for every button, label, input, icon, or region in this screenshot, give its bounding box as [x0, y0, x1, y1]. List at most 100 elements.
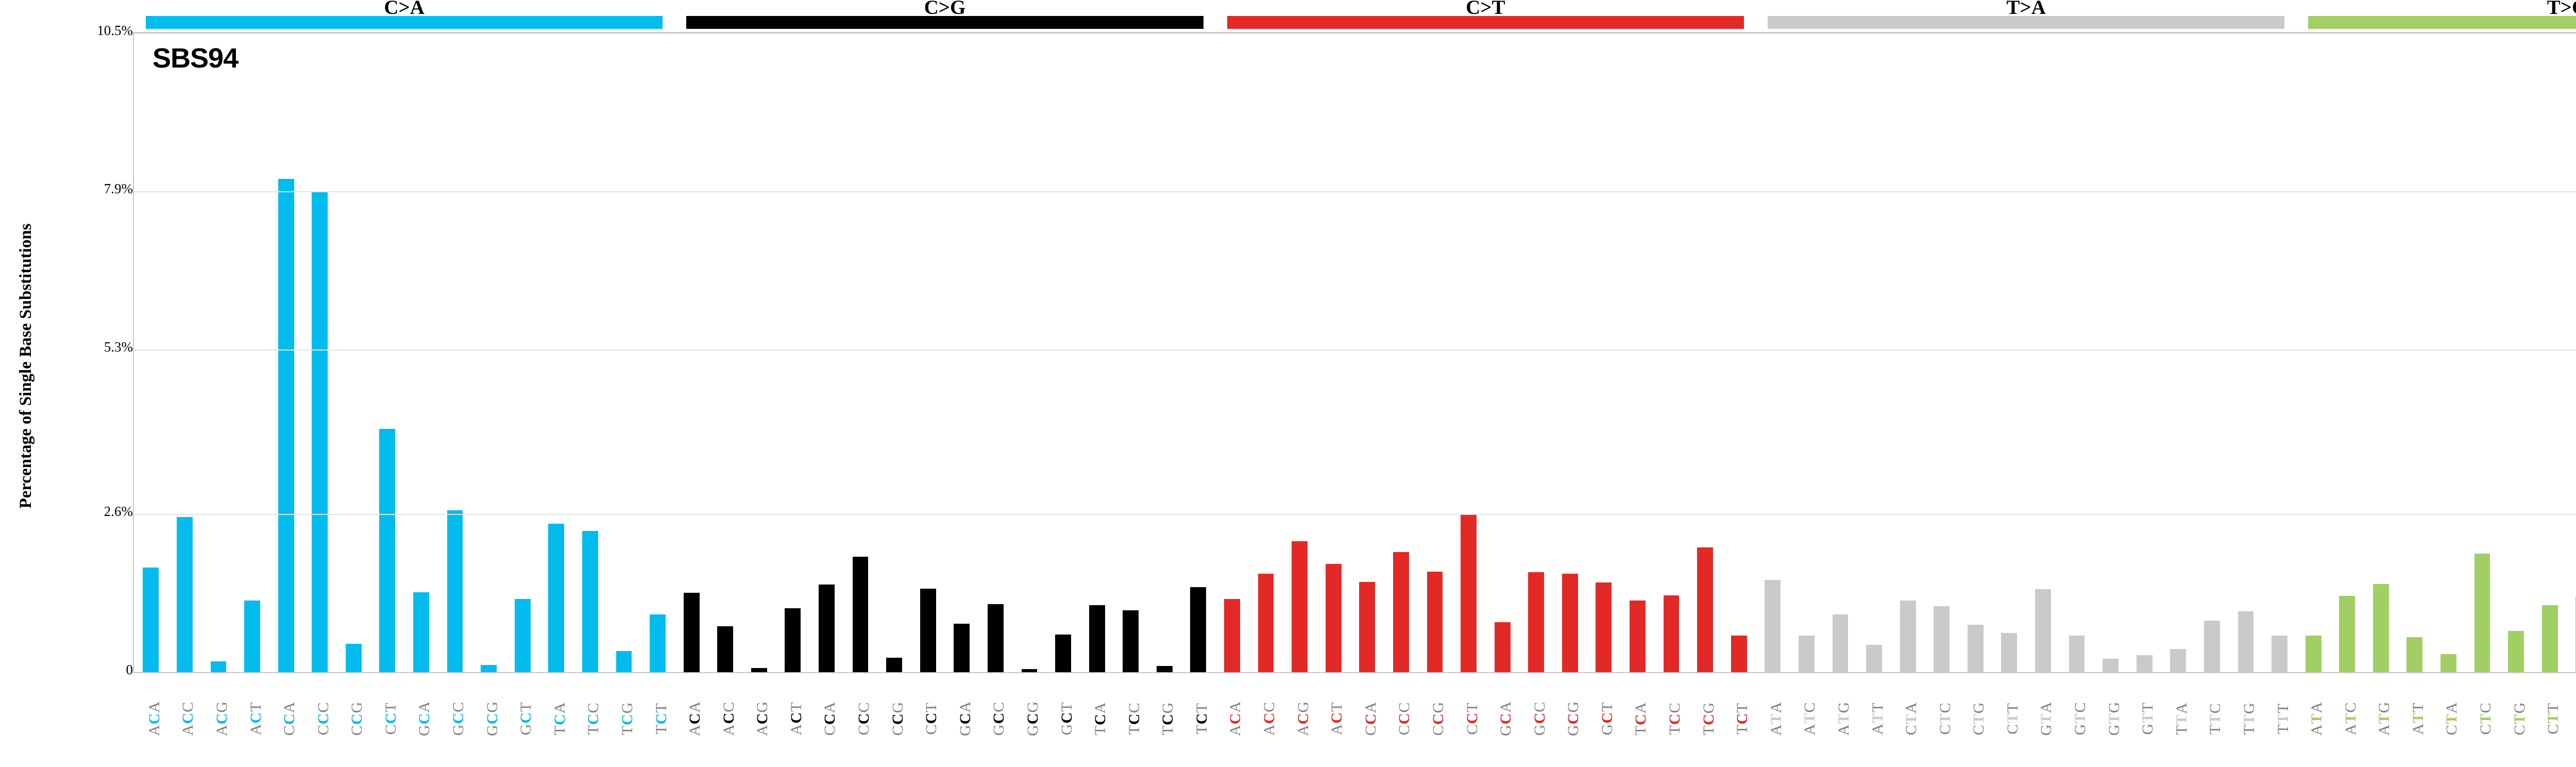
x-tick-TCG-CtoA: TCG [619, 673, 636, 766]
bar-TtoA-GTC [2069, 636, 2085, 672]
x-tick-ATT-TtoC: ATT [2410, 673, 2427, 766]
bar-CtoT-GCG [1562, 573, 1578, 672]
x-tick-ACG-CtoG: ACG [754, 673, 771, 766]
category-header-row: C>AC>GC>TT>AT>CT>G [0, 0, 2576, 18]
x-tick-CCA-CtoG: CCA [821, 673, 838, 766]
bar-CtoG-TCG [1156, 666, 1173, 672]
y-tick-label: 10.5% [97, 23, 133, 38]
category-color-bar-row [0, 16, 2576, 29]
signature-name-label: SBS94 [152, 43, 239, 74]
bar-CtoG-CCA [819, 584, 835, 672]
gridline-7.9 [134, 191, 2576, 193]
x-tick-label: ACC [720, 701, 737, 736]
bar-CtoG-CCC [852, 556, 869, 672]
x-tick-TCC-CtoG: TCC [1126, 673, 1143, 766]
x-tick-CCC-CtoT: CCC [1396, 673, 1413, 766]
x-tick-TCA-CtoT: TCA [1632, 673, 1649, 766]
x-tick-TCC-CtoT: TCC [1666, 673, 1683, 766]
x-tick-label: ACT [1328, 702, 1346, 736]
x-tick-label: ATT [2409, 702, 2427, 735]
bar-CtoT-TCG [1697, 547, 1714, 672]
x-tick-label: TCA [1632, 702, 1650, 736]
x-tick-TCA-CtoG: TCA [1092, 673, 1109, 766]
x-tick-label: CTG [1970, 702, 1988, 736]
x-tick-CTA-TtoC: CTA [2443, 673, 2460, 766]
bar-TtoA-CTA [1900, 600, 1916, 672]
x-tick-label: TTA [2173, 702, 2190, 735]
x-tick-label: TCC [1666, 702, 1684, 735]
bar-TtoC-ATA [2305, 636, 2321, 672]
bar-TtoA-ATT [1866, 644, 1882, 672]
plot-area: SBS94 [133, 32, 2576, 673]
bar-TtoA-ATA [1765, 579, 1781, 672]
x-tick-label: GCA [416, 701, 433, 737]
x-tick-TCG-CtoG: TCG [1159, 673, 1176, 766]
bar-TtoA-CTT [2001, 633, 2018, 672]
x-tick-ATA-TtoA: ATA [1768, 673, 1785, 766]
x-tick-ACC-CtoT: ACC [1261, 673, 1278, 766]
bar-CtoA-GCA [413, 592, 429, 672]
bar-CtoT-CCG [1427, 572, 1443, 672]
bar-TtoA-ATC [1798, 636, 1815, 672]
bar-CtoG-GCA [954, 623, 970, 672]
x-tick-ACG-CtoT: ACG [1295, 673, 1312, 766]
bar-CtoA-CCT [379, 428, 396, 672]
bar-CtoT-TCT [1731, 636, 1747, 672]
x-tick-label: TCT [652, 703, 670, 735]
x-tick-label: TCG [618, 702, 636, 736]
x-tick-label: ACC [179, 701, 197, 736]
bar-CtoA-GCT [514, 599, 531, 672]
x-tick-label: TCA [1092, 702, 1109, 736]
x-tick-ATG-TtoA: ATG [1835, 673, 1852, 766]
bar-TtoC-CTC [2474, 553, 2490, 672]
bar-TtoC-ATG [2372, 583, 2389, 672]
x-tick-ACA-CtoT: ACA [1227, 673, 1244, 766]
x-tick-CCT-CtoG: CCT [923, 673, 940, 766]
y-tick-label: 7.9% [104, 181, 133, 197]
x-tick-label: GTA [2038, 701, 2055, 736]
x-tick-label: CTG [2511, 702, 2528, 736]
x-tick-label: CCC [1396, 702, 1413, 736]
x-tick-label: GCA [956, 701, 974, 737]
x-tick-GTA-TtoA: GTA [2038, 673, 2055, 766]
x-tick-label: CCG [348, 701, 366, 736]
bar-CtoT-GCC [1528, 572, 1545, 672]
gridline-5.3 [134, 349, 2576, 351]
category-color-bar-CtoA [146, 16, 663, 29]
x-tick-ACC-CtoG: ACC [720, 673, 737, 766]
x-tick-TTA-TtoA: TTA [2173, 673, 2190, 766]
bar-CtoA-TCG [616, 651, 632, 672]
x-tick-label: TCA [551, 702, 568, 736]
bar-CtoG-TCT [1190, 587, 1207, 672]
x-tick-label: CTA [1903, 702, 1920, 736]
x-tick-TCA-CtoA: TCA [551, 673, 568, 766]
x-tick-GCT-CtoT: GCT [1599, 673, 1616, 766]
bar-TtoC-CTG [2508, 630, 2524, 672]
x-tick-label: CCT [382, 702, 399, 735]
x-tick-GTG-TtoA: GTG [2106, 673, 2123, 766]
x-tick-CCG-CtoA: CCG [348, 673, 365, 766]
x-tick-CCC-CtoA: CCC [315, 673, 332, 766]
bar-CtoG-GCC [987, 604, 1004, 672]
x-tick-GCG-CtoA: GCG [484, 673, 501, 766]
x-tick-CTC-TtoA: CTC [1937, 673, 1954, 766]
x-tick-label: ACA [1227, 701, 1244, 737]
x-tick-CTT-TtoA: CTT [2004, 673, 2021, 766]
x-tick-ACT-CtoG: ACT [788, 673, 805, 766]
x-tick-label: GCG [483, 701, 501, 737]
x-tick-label: TTT [2274, 703, 2292, 734]
x-tick-CTA-TtoA: CTA [1903, 673, 1920, 766]
x-tick-TCT-CtoA: TCT [653, 673, 670, 766]
category-color-bar-CtoG [686, 16, 1204, 29]
x-tick-TCT-CtoG: TCT [1193, 673, 1210, 766]
bar-TtoC-ATT [2406, 637, 2423, 672]
x-tick-GCG-CtoG: GCG [1024, 673, 1041, 766]
bar-CtoG-CCT [920, 589, 936, 672]
x-tick-ATG-TtoC: ATG [2376, 673, 2393, 766]
category-color-bar-CtoT [1227, 16, 1744, 29]
bar-TtoA-CTG [1967, 624, 1984, 672]
x-tick-label: ATC [2342, 702, 2359, 736]
bar-TtoA-TTG [2238, 611, 2254, 672]
bar-CtoT-ACA [1224, 599, 1240, 672]
bar-CtoG-CCG [886, 657, 903, 672]
